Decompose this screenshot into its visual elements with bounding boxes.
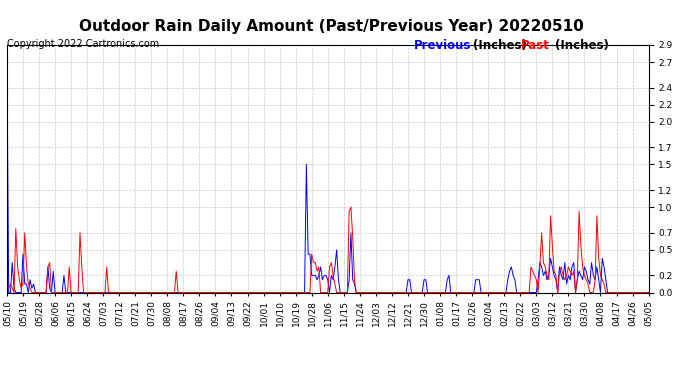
Text: Copyright 2022 Cartronics.com: Copyright 2022 Cartronics.com <box>7 39 159 50</box>
Text: (Inches): (Inches) <box>555 39 609 53</box>
Text: Outdoor Rain Daily Amount (Past/Previous Year) 20220510: Outdoor Rain Daily Amount (Past/Previous… <box>79 19 584 34</box>
Text: (Inches): (Inches) <box>473 39 526 53</box>
Text: Previous: Previous <box>414 39 471 53</box>
Text: Past: Past <box>521 39 550 53</box>
